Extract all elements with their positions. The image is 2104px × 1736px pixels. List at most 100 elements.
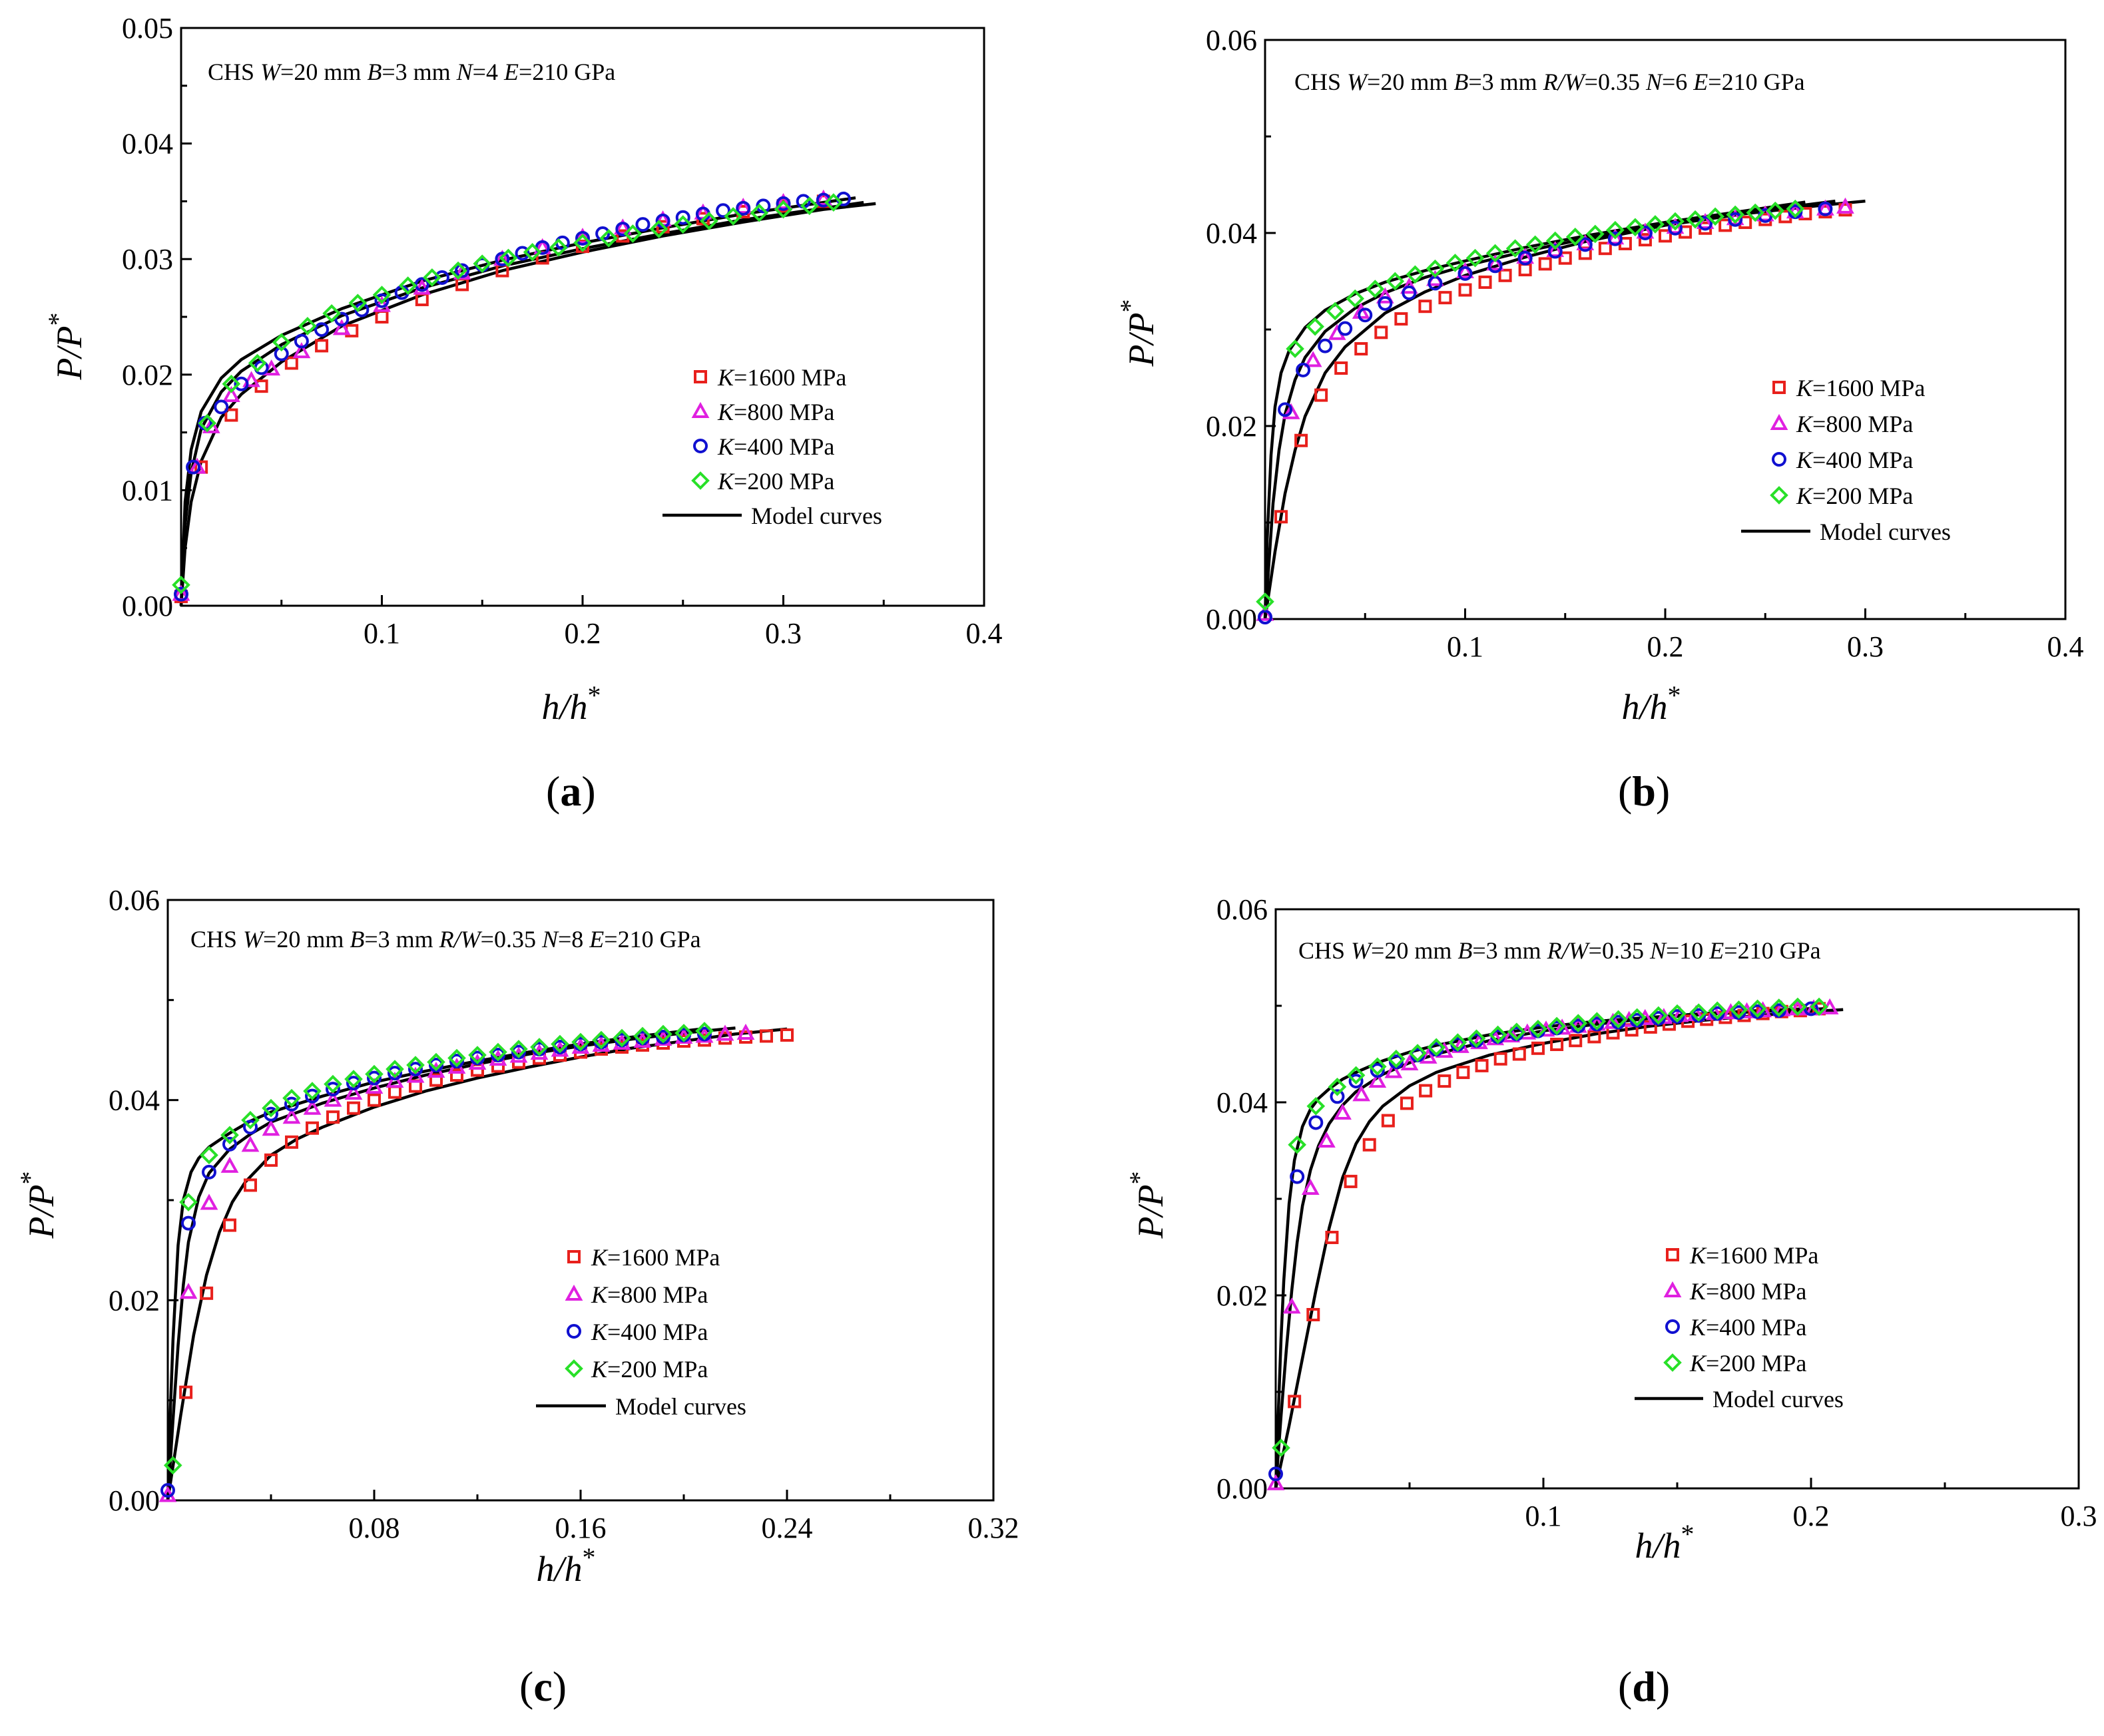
legend-marker	[567, 1324, 581, 1339]
data-point	[1766, 201, 1785, 220]
data-point	[1517, 250, 1533, 266]
model-curve-3	[179, 196, 856, 606]
data-point	[214, 399, 229, 415]
data-point	[1288, 1135, 1306, 1154]
data-point	[571, 1032, 590, 1052]
data-point	[800, 196, 819, 216]
data-point	[1334, 1103, 1352, 1120]
y-tick-label: 0.02	[1216, 1279, 1268, 1312]
legend-marker	[1666, 1248, 1679, 1261]
legend: K=1600 MPa K=800 MPa K=400 MPa K=200 MPa Mod…	[1635, 1242, 1844, 1412]
y-axis-title: P/P*	[1115, 300, 1161, 367]
data-point	[1627, 1008, 1647, 1027]
data-point	[306, 1121, 319, 1135]
data-point	[1668, 1004, 1687, 1023]
data-point	[1318, 338, 1333, 353]
panel-label: (b)	[1618, 767, 1670, 815]
data-point	[1282, 1297, 1301, 1314]
legend-marker	[1772, 381, 1786, 394]
data-point	[1402, 285, 1417, 300]
data-point	[334, 312, 350, 327]
data-point	[160, 1482, 175, 1498]
legend-marker	[1663, 1281, 1682, 1297]
data-point	[1726, 205, 1745, 224]
data-point	[734, 197, 752, 214]
chart-title: CHS W=20 mm B=3 mm R/W=0.35 N=8 E=210 GP…	[190, 926, 701, 953]
data-point	[1438, 291, 1452, 305]
legend-label: K=200 MPa	[591, 1356, 708, 1383]
data-point	[613, 1028, 631, 1048]
data-point	[1419, 1047, 1438, 1064]
data-point	[1646, 215, 1665, 234]
data-point	[200, 1286, 214, 1300]
x-tick-label: 0.3	[2061, 1500, 2097, 1532]
data-point	[450, 1068, 463, 1082]
legend-label: K=800 MPa	[1796, 411, 1913, 437]
data-point	[1296, 362, 1311, 377]
data-point	[750, 203, 769, 222]
y-tick-label: 0.04	[109, 1084, 160, 1117]
data-point	[200, 1194, 218, 1210]
data-point	[1456, 1066, 1470, 1080]
data-point	[1268, 1466, 1283, 1482]
data-point	[1346, 1066, 1366, 1085]
data-point	[324, 1074, 342, 1094]
data-point	[1394, 312, 1408, 326]
data-point	[241, 1136, 260, 1152]
data-point	[429, 1073, 443, 1087]
data-point	[1457, 266, 1473, 281]
data-point	[282, 1088, 301, 1108]
data-point	[262, 1120, 280, 1136]
data-point	[1370, 1063, 1385, 1078]
data-point	[372, 286, 392, 304]
data-point	[332, 319, 351, 335]
data-point	[774, 200, 793, 219]
data-point	[1686, 210, 1705, 229]
legend-label: K=1600 MPa	[717, 364, 846, 391]
data-point	[414, 277, 429, 292]
data-point	[262, 1098, 280, 1118]
data-point	[220, 1156, 239, 1173]
data-point	[776, 196, 791, 211]
series-200-mpa	[163, 1022, 714, 1475]
data-point	[649, 220, 668, 238]
chart-panel-d: 0.00 0.02 0.04 0.06 0.1 0.2 0.3 h/h* P/P* (d) CHS …	[1124, 893, 2097, 1710]
data-point	[1374, 326, 1388, 339]
data-point	[1545, 231, 1565, 250]
legend-marker	[693, 439, 708, 453]
data-point	[1334, 361, 1348, 375]
data-point	[716, 203, 731, 218]
data-point	[1729, 1000, 1748, 1019]
x-tick-label: 0.1	[364, 617, 400, 650]
data-point	[1636, 222, 1655, 239]
data-point	[1282, 403, 1300, 419]
data-point	[1362, 1138, 1376, 1152]
data-point	[348, 294, 368, 312]
data-point	[1386, 272, 1405, 291]
data-point	[673, 215, 692, 234]
data-point	[1718, 218, 1732, 232]
data-point	[1400, 1054, 1419, 1070]
data-point	[1387, 1049, 1406, 1068]
data-point	[284, 356, 298, 370]
data-point	[365, 1064, 384, 1084]
data-point	[1256, 592, 1274, 611]
data-point	[1706, 207, 1724, 226]
data-point	[1272, 1438, 1290, 1457]
data-point	[314, 322, 330, 337]
data-point	[272, 333, 291, 352]
data-point	[368, 1093, 381, 1107]
data-point	[1346, 289, 1365, 308]
y-tick-label: 0.05	[122, 12, 173, 45]
data-point	[1498, 268, 1512, 282]
y-tick-label: 0.02	[1206, 410, 1257, 443]
data-point	[222, 385, 240, 403]
data-point	[1378, 296, 1393, 311]
y-tick-label: 0.04	[1216, 1086, 1268, 1119]
data-point	[523, 242, 542, 262]
data-point	[447, 1048, 466, 1068]
data-point	[1512, 1047, 1526, 1061]
x-tick-label: 0.1	[1447, 630, 1483, 663]
legend-label: Model curves	[1712, 1386, 1844, 1412]
data-point	[163, 1456, 182, 1475]
